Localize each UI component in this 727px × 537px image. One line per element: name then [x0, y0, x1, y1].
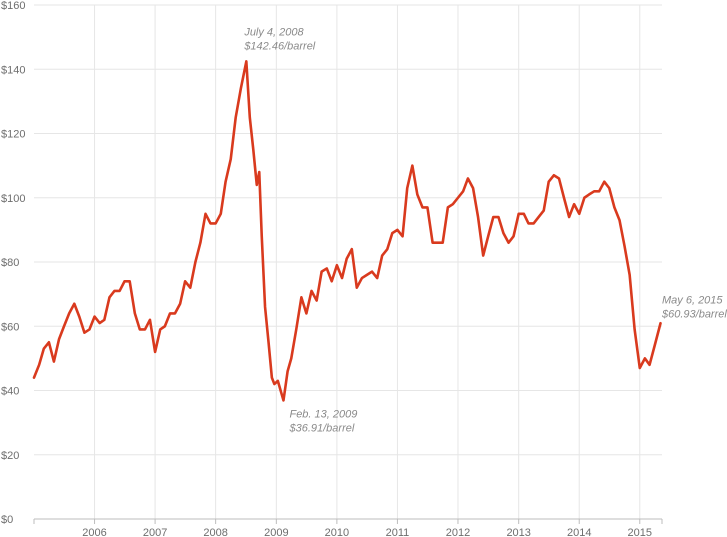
series-layer — [32, 60, 662, 402]
y-tick-label: $40 — [1, 386, 19, 398]
x-tick-label: 2012 — [446, 527, 470, 537]
x-tick-label: 2015 — [628, 527, 652, 537]
grid-layer — [34, 4, 662, 520]
x-tick-label: 2010 — [325, 527, 349, 537]
annotation-layer: July 4, 2008 $142.46/barrel Feb. 13, 2009 $… — [243, 26, 727, 434]
annotation-price: $142.46/barrel — [243, 40, 315, 52]
y-tick-label: $80 — [1, 257, 19, 269]
x-tick-label: 2006 — [82, 527, 106, 537]
y-tick-label: $140 — [1, 64, 25, 76]
x-tick-label: 2009 — [264, 527, 288, 537]
y-tick-label: $60 — [1, 321, 19, 333]
y-tick-label: $120 — [1, 129, 25, 141]
y-tick-label: $160 — [1, 0, 25, 12]
annotation-date: July 4, 2008 — [243, 26, 304, 38]
x-tick-label: 2007 — [143, 527, 167, 537]
axis-layer: $0 $20 $40 $60 $80 $100 $120 $140 $160 2006 2007 20… — [1, 0, 663, 537]
x-tick-label: 2014 — [567, 527, 591, 537]
annotation-price: $36.91/barrel — [288, 422, 354, 434]
x-tick-label: 2013 — [506, 527, 530, 537]
price-series-line — [32, 60, 662, 402]
x-tick-label: 2008 — [203, 527, 227, 537]
annotation-date: Feb. 13, 2009 — [289, 408, 357, 420]
y-tick-label: $100 — [1, 193, 25, 205]
y-tick-label: $0 — [1, 514, 13, 526]
x-tick-label: 2011 — [386, 527, 410, 537]
annotation-price: $60.93/barrel — [661, 308, 727, 320]
y-tick-label: $20 — [1, 450, 19, 462]
annotation-date: May 6, 2015 — [662, 294, 723, 306]
